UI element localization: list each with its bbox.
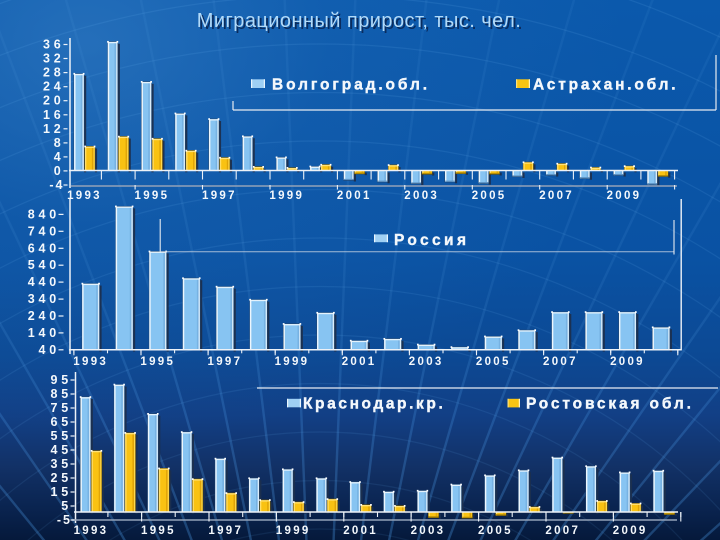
svg-text:0: 0 [54, 164, 65, 178]
svg-text:2001: 2001 [337, 190, 372, 202]
svg-text:4: 4 [54, 150, 65, 164]
svg-text:2003: 2003 [409, 356, 444, 368]
svg-text:1999: 1999 [276, 525, 311, 537]
svg-text:1993: 1993 [73, 356, 108, 368]
svg-text:740: 740 [28, 224, 60, 238]
svg-text:2003: 2003 [411, 525, 446, 537]
svg-text:-4: -4 [49, 178, 64, 192]
svg-text:2009: 2009 [613, 525, 648, 537]
svg-text:Ростовская обл.: Ростовская обл. [526, 396, 694, 413]
svg-text:95: 95 [50, 373, 72, 387]
svg-text:-5: -5 [57, 513, 72, 527]
svg-text:1999: 1999 [269, 190, 304, 202]
svg-text:5: 5 [61, 499, 72, 513]
svg-text:15: 15 [50, 485, 72, 499]
svg-text:85: 85 [50, 387, 72, 401]
svg-text:28: 28 [43, 66, 65, 80]
svg-text:1997: 1997 [208, 525, 243, 537]
svg-text:Астрахан.обл.: Астрахан.обл. [533, 77, 678, 94]
svg-text:32: 32 [43, 52, 65, 66]
svg-text:Россия: Россия [394, 232, 469, 249]
svg-text:Краснодар.кр.: Краснодар.кр. [303, 396, 445, 413]
svg-text:2003: 2003 [404, 190, 439, 202]
svg-text:2001: 2001 [343, 525, 378, 537]
svg-text:340: 340 [28, 292, 60, 306]
svg-text:840: 840 [28, 207, 60, 221]
svg-text:2005: 2005 [478, 525, 513, 537]
svg-text:2007: 2007 [545, 525, 580, 537]
svg-text:2005: 2005 [472, 190, 507, 202]
svg-text:2007: 2007 [543, 356, 578, 368]
svg-text:Миграционный прирост, тыс. чел: Миграционный прирост, тыс. чел. [197, 10, 521, 32]
svg-text:25: 25 [50, 471, 72, 485]
svg-text:2009: 2009 [610, 356, 645, 368]
svg-text:440: 440 [28, 275, 60, 289]
svg-text:2007: 2007 [539, 190, 574, 202]
svg-text:1995: 1995 [135, 190, 170, 202]
svg-text:1995: 1995 [141, 525, 176, 537]
svg-text:Миграционный прирост, тыс. чел: Миграционный прирост, тыс. чел. [199, 12, 523, 34]
svg-text:1993: 1993 [67, 190, 102, 202]
svg-text:2001: 2001 [342, 356, 377, 368]
svg-text:1993: 1993 [74, 525, 109, 537]
svg-text:640: 640 [28, 241, 60, 255]
svg-text:1999: 1999 [275, 356, 310, 368]
svg-text:35: 35 [50, 457, 72, 471]
svg-text:1997: 1997 [208, 356, 243, 368]
svg-text:75: 75 [50, 401, 72, 415]
svg-text:40: 40 [38, 343, 60, 357]
svg-text:12: 12 [43, 122, 65, 136]
svg-text:55: 55 [50, 429, 72, 443]
svg-text:1997: 1997 [202, 190, 237, 202]
svg-text:20: 20 [43, 94, 65, 108]
svg-text:36: 36 [43, 38, 65, 52]
svg-text:16: 16 [43, 108, 65, 122]
svg-text:65: 65 [50, 415, 72, 429]
svg-text:24: 24 [43, 80, 65, 94]
svg-text:140: 140 [28, 326, 60, 340]
svg-text:8: 8 [54, 136, 65, 150]
svg-text:240: 240 [28, 309, 60, 323]
svg-text:45: 45 [50, 443, 72, 457]
svg-text:2009: 2009 [607, 190, 642, 202]
svg-text:2005: 2005 [476, 356, 511, 368]
svg-text:Волгоград.обл.: Волгоград.обл. [272, 77, 430, 94]
svg-text:540: 540 [28, 258, 60, 272]
svg-text:1995: 1995 [140, 356, 175, 368]
